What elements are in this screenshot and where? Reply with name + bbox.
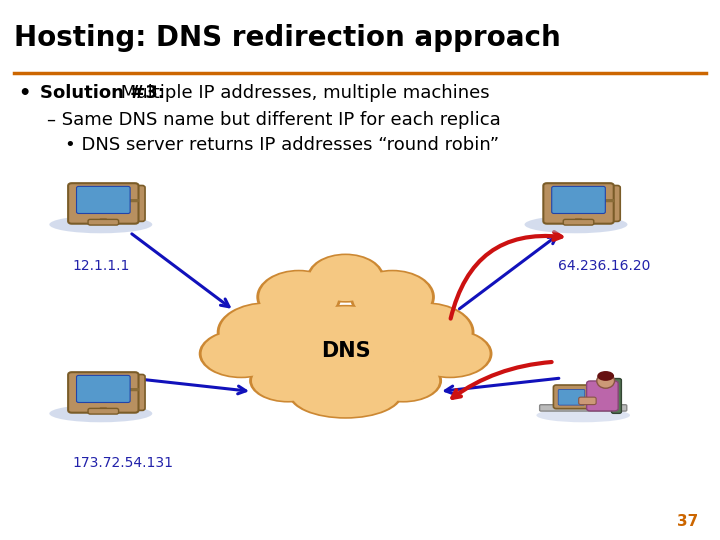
FancyBboxPatch shape xyxy=(611,379,621,414)
FancyBboxPatch shape xyxy=(544,183,613,224)
FancyBboxPatch shape xyxy=(601,199,614,202)
Text: Solution #3:: Solution #3: xyxy=(40,84,164,102)
Ellipse shape xyxy=(49,405,152,422)
FancyBboxPatch shape xyxy=(120,186,145,221)
FancyBboxPatch shape xyxy=(76,186,130,213)
Ellipse shape xyxy=(292,372,400,417)
Ellipse shape xyxy=(367,361,439,401)
Text: 173.72.54.131: 173.72.54.131 xyxy=(72,456,173,470)
Ellipse shape xyxy=(410,330,490,377)
FancyBboxPatch shape xyxy=(552,186,606,213)
Ellipse shape xyxy=(249,359,327,403)
Ellipse shape xyxy=(271,305,420,392)
Ellipse shape xyxy=(199,329,284,378)
FancyBboxPatch shape xyxy=(88,219,119,225)
Ellipse shape xyxy=(307,254,384,302)
Ellipse shape xyxy=(49,216,152,233)
Ellipse shape xyxy=(220,303,313,361)
Ellipse shape xyxy=(353,271,432,323)
Text: DNS: DNS xyxy=(321,341,370,361)
FancyBboxPatch shape xyxy=(558,389,585,405)
FancyBboxPatch shape xyxy=(556,401,592,407)
Ellipse shape xyxy=(256,270,341,324)
Ellipse shape xyxy=(274,307,418,390)
Text: Multiple IP addresses, multiple machines: Multiple IP addresses, multiple machines xyxy=(115,84,490,102)
Ellipse shape xyxy=(597,374,615,388)
Ellipse shape xyxy=(252,361,324,401)
Ellipse shape xyxy=(375,302,474,362)
FancyBboxPatch shape xyxy=(100,218,107,222)
FancyBboxPatch shape xyxy=(126,199,139,202)
Ellipse shape xyxy=(364,359,442,403)
FancyBboxPatch shape xyxy=(76,375,130,402)
Ellipse shape xyxy=(310,255,382,301)
Ellipse shape xyxy=(536,408,630,422)
Text: 12.1.1.1: 12.1.1.1 xyxy=(72,259,130,273)
Ellipse shape xyxy=(378,303,472,361)
Text: Hosting: DNS redirection approach: Hosting: DNS redirection approach xyxy=(14,24,561,52)
Ellipse shape xyxy=(524,216,628,233)
FancyBboxPatch shape xyxy=(88,408,119,414)
Ellipse shape xyxy=(202,330,281,377)
FancyBboxPatch shape xyxy=(575,218,582,222)
FancyBboxPatch shape xyxy=(120,375,145,410)
Text: – Same DNS name but different IP for each replica: – Same DNS name but different IP for eac… xyxy=(47,111,500,129)
Ellipse shape xyxy=(598,371,614,381)
FancyBboxPatch shape xyxy=(579,397,596,404)
Text: 64.236.16.20: 64.236.16.20 xyxy=(558,259,650,273)
FancyBboxPatch shape xyxy=(68,372,138,413)
Text: • DNS server returns IP addresses “round robin”: • DNS server returns IP addresses “round… xyxy=(65,136,499,154)
FancyBboxPatch shape xyxy=(595,186,620,221)
Ellipse shape xyxy=(259,271,338,323)
Ellipse shape xyxy=(350,270,435,324)
FancyBboxPatch shape xyxy=(100,407,107,411)
FancyBboxPatch shape xyxy=(126,388,139,391)
FancyBboxPatch shape xyxy=(540,404,626,411)
FancyBboxPatch shape xyxy=(554,385,590,409)
FancyBboxPatch shape xyxy=(563,219,594,225)
Text: 37: 37 xyxy=(677,514,698,529)
Text: •: • xyxy=(18,84,30,103)
Ellipse shape xyxy=(289,369,402,419)
Ellipse shape xyxy=(408,329,492,378)
Ellipse shape xyxy=(217,302,316,362)
FancyBboxPatch shape xyxy=(68,183,138,224)
FancyBboxPatch shape xyxy=(587,381,618,411)
